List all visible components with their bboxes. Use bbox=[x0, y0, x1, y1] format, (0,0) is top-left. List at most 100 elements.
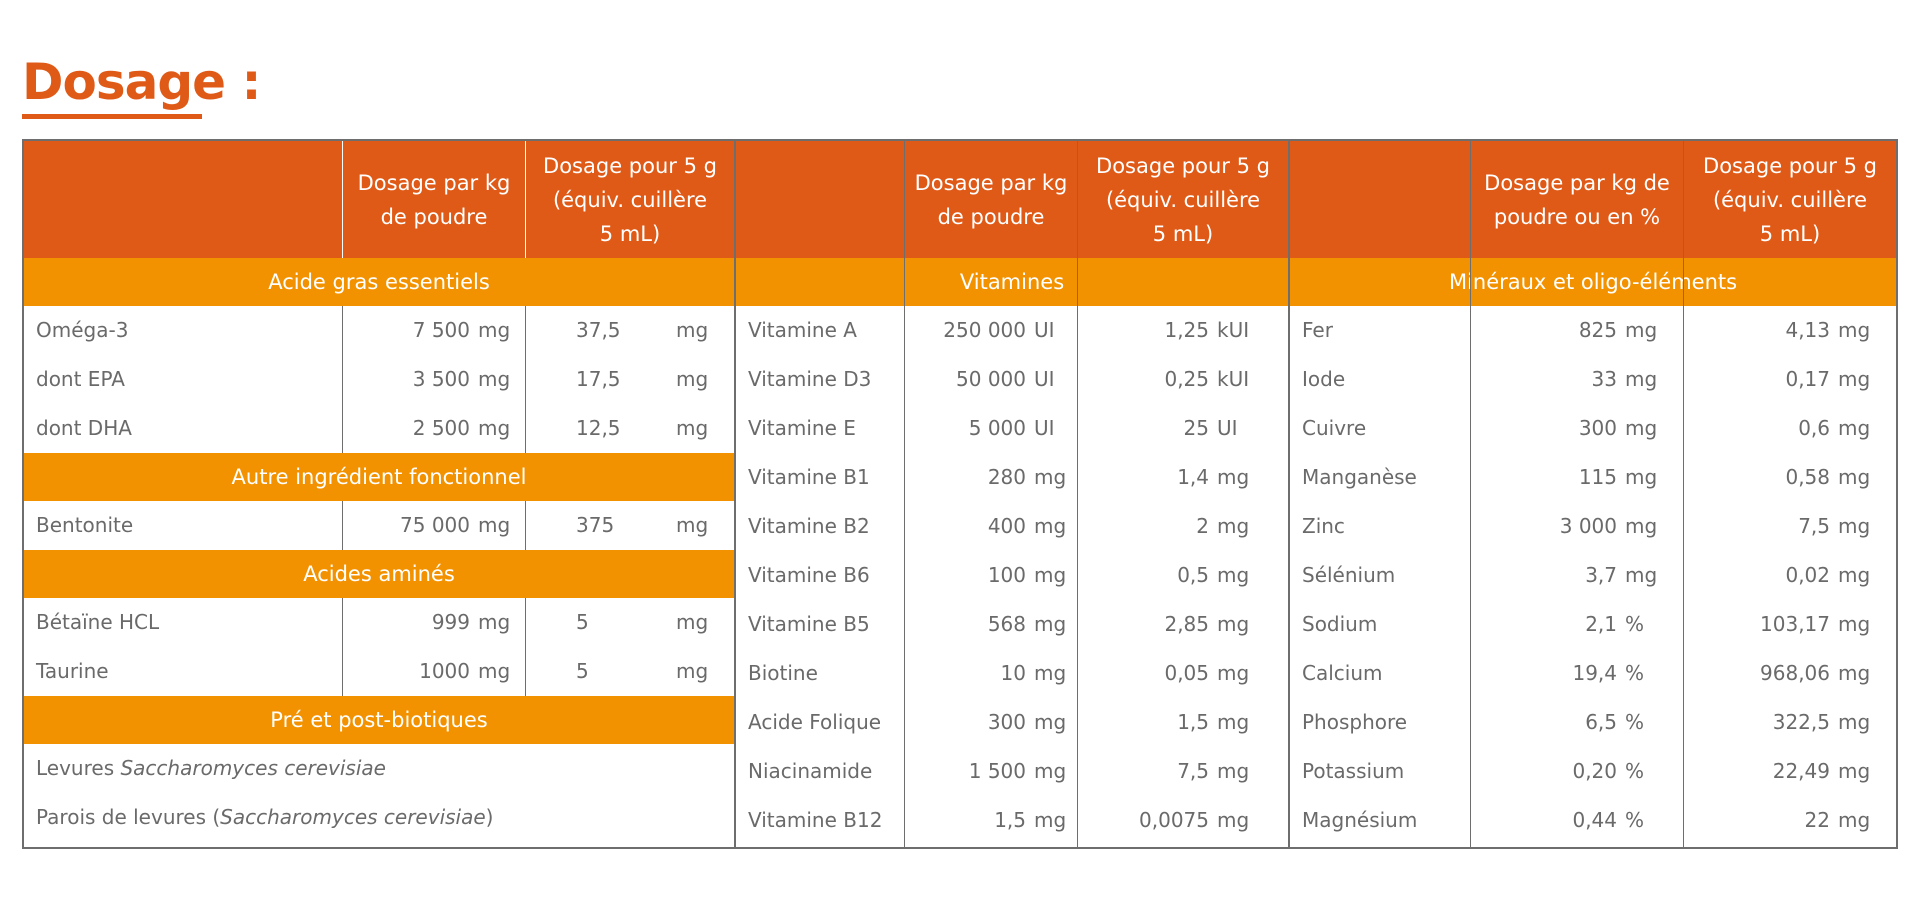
header-dosage-per-5g: Dosage pour 5 g (équiv. cuillère 5 mL) bbox=[1683, 141, 1896, 258]
row-name: Acide Folique bbox=[748, 710, 882, 734]
row-unit-5g: mg bbox=[1217, 759, 1250, 783]
table-row: Vitamine B5 568 mg 2,85 mg bbox=[736, 600, 1288, 649]
row-unit-5g: mg bbox=[676, 416, 709, 440]
column-divider bbox=[342, 598, 343, 696]
row-unit-5g: mg bbox=[1838, 367, 1871, 391]
table-row: Biotine 10 mg 0,05 mg bbox=[736, 649, 1288, 698]
row-unit-kg: mg bbox=[1034, 808, 1067, 832]
row-unit-5g: mg bbox=[1217, 563, 1250, 587]
table-row: Phosphore 6,5% 322,5 mg bbox=[1290, 698, 1896, 747]
column-divider bbox=[525, 306, 526, 453]
row-value-kg: 19,4 bbox=[1572, 661, 1617, 685]
row-name: Biotine bbox=[748, 661, 818, 685]
row-value-kg: 3 500 bbox=[412, 367, 470, 391]
row-unit-kg: UI bbox=[1034, 416, 1055, 440]
yeast-walls-species: Saccharomyces cerevisiae bbox=[220, 805, 486, 829]
section-autre-ingredient: Autre ingrédient fonctionnel bbox=[24, 453, 734, 501]
header-dosage-per-5g: Dosage pour 5 g (équiv. cuillère 5 mL) bbox=[1077, 141, 1288, 258]
row-value-5g: 322,5 bbox=[1772, 710, 1830, 734]
row-value-kg: 50 000 bbox=[956, 367, 1026, 391]
table-row: Sodium 2,1% 103,17 mg bbox=[1290, 600, 1896, 649]
row-unit-5g: mg bbox=[1838, 514, 1871, 538]
row-unit-kg: mg bbox=[1034, 465, 1067, 489]
row-value-5g: 1,25 bbox=[1164, 318, 1209, 342]
row-unit-5g: kUI bbox=[1217, 367, 1250, 391]
table-row: Vitamine B6 100 mg 0,5 mg bbox=[736, 551, 1288, 600]
header-dosage-per-kg-or-percent: Dosage par kg de poudre ou en % bbox=[1470, 141, 1683, 258]
row-unit-kg: % bbox=[1625, 661, 1645, 685]
table-row: Bétaïne HCL 999 mg 5 mg bbox=[24, 598, 734, 647]
table-row: Niacinamide 1 500 mg 7,5 mg bbox=[736, 747, 1288, 796]
section-biotiques: Pré et post-biotiques bbox=[24, 696, 734, 744]
row-name: Vitamine B1 bbox=[748, 465, 870, 489]
column-divider bbox=[525, 598, 526, 696]
header-cell-empty bbox=[24, 141, 342, 258]
row-value-kg: 300 bbox=[987, 710, 1026, 734]
row-unit-kg: mg bbox=[1625, 514, 1658, 538]
table-row: Manganèse 115 mg 0,58 mg bbox=[1290, 453, 1896, 502]
table-header: Dosage par kg de poudre Dosage pour 5 g … bbox=[24, 141, 734, 258]
row-unit-5g: mg bbox=[1217, 514, 1250, 538]
table-row: Iode 33 mg 0,17 mg bbox=[1290, 355, 1896, 404]
row-unit-kg: mg bbox=[1625, 465, 1658, 489]
row-value-5g: 7,5 bbox=[1177, 759, 1209, 783]
row-name: Fer bbox=[1302, 318, 1333, 342]
row-name: Taurine bbox=[36, 659, 109, 683]
table-row: Fer 825 mg 4,13 mg bbox=[1290, 306, 1896, 355]
section-acides-amines: Acides aminés bbox=[24, 550, 734, 598]
table-row: Magnésium 0,44% 22 mg bbox=[1290, 796, 1896, 845]
title-underline bbox=[22, 114, 202, 119]
row-unit-kg: UI bbox=[1034, 367, 1055, 391]
row-value-5g: 0,25 bbox=[1164, 367, 1209, 391]
row-unit-5g: mg bbox=[1217, 808, 1250, 832]
row-unit-kg: mg bbox=[478, 416, 511, 440]
header-dosage-per-kg: Dosage par kg de poudre bbox=[342, 141, 525, 258]
row-value-kg: 10 bbox=[1000, 661, 1026, 685]
row-name: Potassium bbox=[1302, 759, 1405, 783]
row-value-5g: 0,02 bbox=[1785, 563, 1830, 587]
row-unit-5g: mg bbox=[1217, 465, 1250, 489]
row-unit-kg: mg bbox=[1034, 661, 1067, 685]
row-value-kg: 7 500 bbox=[412, 318, 470, 342]
row-unit-kg: mg bbox=[1034, 514, 1067, 538]
row-unit-kg: mg bbox=[1625, 563, 1658, 587]
row-unit-kg: mg bbox=[1034, 710, 1067, 734]
header-cell-empty bbox=[736, 141, 904, 258]
row-unit-5g: UI bbox=[1217, 416, 1238, 440]
row-unit-5g: mg bbox=[676, 610, 709, 634]
row-value-kg: 6,5 bbox=[1585, 710, 1617, 734]
row-value-5g: 17,5 bbox=[576, 367, 621, 391]
row-unit-5g: mg bbox=[1838, 465, 1871, 489]
header-cell-empty bbox=[1290, 141, 1470, 258]
row-name: Oméga-3 bbox=[36, 318, 129, 342]
row-name-yeast-walls: Parois de levures (Saccharomyces cerevis… bbox=[36, 793, 493, 842]
row-name: Vitamine B12 bbox=[748, 808, 883, 832]
row-value-kg: 568 bbox=[987, 612, 1026, 636]
row-value-kg: 400 bbox=[987, 514, 1026, 538]
row-name: Bentonite bbox=[36, 513, 134, 537]
row-unit-kg: mg bbox=[478, 367, 511, 391]
row-value-kg: 250 000 bbox=[943, 318, 1026, 342]
column-divider bbox=[525, 501, 526, 550]
row-value-kg: 5 000 bbox=[968, 416, 1026, 440]
table-row: Vitamine E 5 000 UI 25 UI bbox=[736, 404, 1288, 453]
row-value-5g: 0,17 bbox=[1785, 367, 1830, 391]
row-value-kg: 100 bbox=[987, 563, 1026, 587]
table-row: Zinc 3 000 mg 7,5 mg bbox=[1290, 502, 1896, 551]
column-divider bbox=[1470, 141, 1471, 847]
row-name: Vitamine B2 bbox=[748, 514, 870, 538]
row-value-5g: 0,5 bbox=[1177, 563, 1209, 587]
row-value-5g: 7,5 bbox=[1798, 514, 1830, 538]
column-divider bbox=[1077, 141, 1078, 847]
table-minerals: Dosage par kg de poudre ou en % Dosage p… bbox=[1288, 139, 1898, 849]
row-name: Bétaïne HCL bbox=[36, 610, 160, 634]
row-unit-kg: % bbox=[1625, 612, 1645, 636]
page-title: Dosage : bbox=[22, 53, 261, 111]
row-value-5g: 2 bbox=[1196, 514, 1209, 538]
row-value-kg: 0,44 bbox=[1572, 808, 1617, 832]
row-name: Manganèse bbox=[1302, 465, 1417, 489]
row-unit-kg: mg bbox=[478, 318, 511, 342]
row-value-5g: 12,5 bbox=[576, 416, 621, 440]
row-unit-5g: mg bbox=[1838, 808, 1871, 832]
table-fatty-acids-others: Dosage par kg de poudre Dosage pour 5 g … bbox=[22, 139, 736, 849]
